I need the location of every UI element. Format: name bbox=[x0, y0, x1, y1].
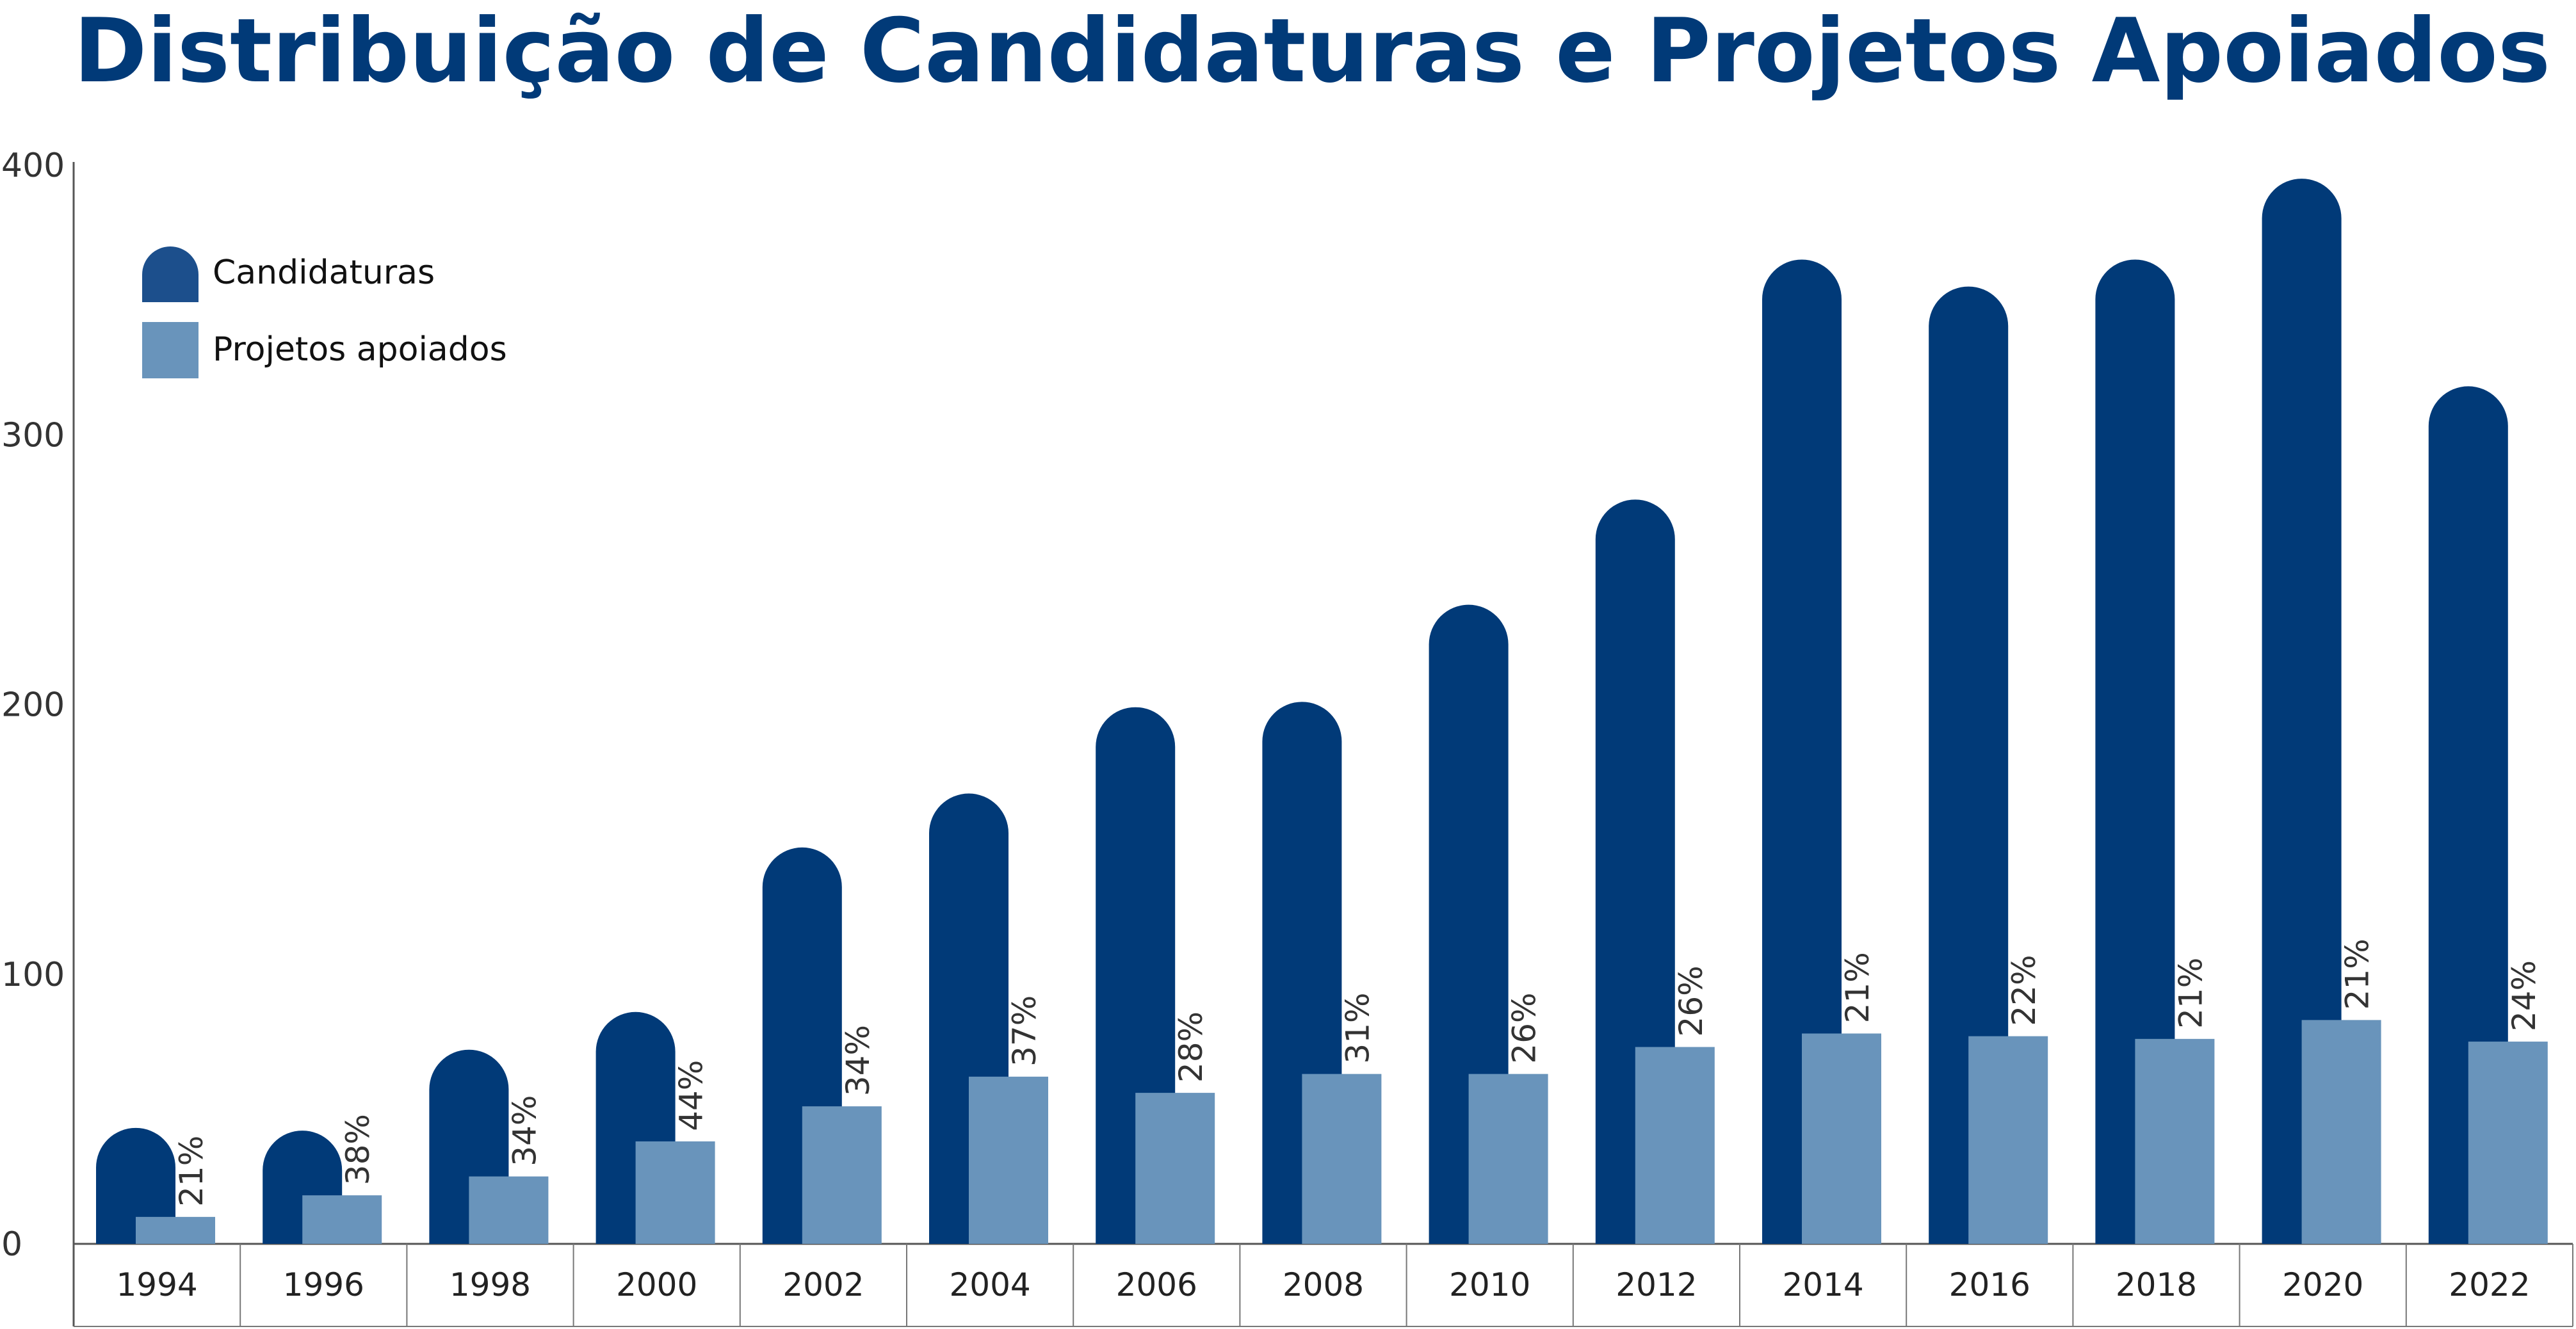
bar-candidaturas bbox=[2262, 179, 2342, 1244]
data-label-percentage: 21% bbox=[173, 1136, 210, 1207]
data-label-percentage: 21% bbox=[1839, 952, 1876, 1023]
legend-label-candidaturas: Candidaturas bbox=[213, 254, 435, 292]
data-label-percentage: 21% bbox=[2172, 958, 2209, 1029]
bar-projetos-apoiados bbox=[1135, 1093, 1215, 1244]
bar-projetos-apoiados bbox=[2135, 1038, 2215, 1244]
x-category-label: 2022 bbox=[2449, 1266, 2530, 1303]
x-category-label: 2010 bbox=[1449, 1266, 1530, 1303]
bar-candidaturas bbox=[96, 1127, 175, 1244]
data-label-percentage: 26% bbox=[1506, 992, 1543, 1063]
bar-projetos-apoiados bbox=[635, 1141, 715, 1244]
x-category-label: 2012 bbox=[1616, 1266, 1697, 1303]
bar-candidaturas bbox=[1929, 286, 2009, 1244]
x-category-label: 1998 bbox=[450, 1266, 531, 1303]
bar-projetos-apoiados bbox=[2301, 1020, 2381, 1244]
x-category-label: 2020 bbox=[2282, 1266, 2363, 1303]
bar-projetos-apoiados bbox=[2468, 1042, 2548, 1244]
y-tick-label: 100 bbox=[1, 956, 65, 994]
x-category-label: 2016 bbox=[1949, 1266, 2030, 1303]
bar-projetos-apoiados bbox=[469, 1176, 549, 1244]
x-category-label: 2018 bbox=[2116, 1266, 2197, 1303]
x-category-label: 2008 bbox=[1283, 1266, 1364, 1303]
y-tick-label: 400 bbox=[1, 147, 65, 185]
data-label-percentage: 21% bbox=[2339, 938, 2376, 1010]
y-tick-label: 0 bbox=[1, 1225, 22, 1264]
bar-projetos-apoiados bbox=[1968, 1036, 2048, 1244]
data-label-percentage: 37% bbox=[1006, 995, 1043, 1067]
legend-swatch-projetos-apoiados bbox=[142, 322, 198, 378]
data-label-percentage: 28% bbox=[1172, 1011, 1210, 1083]
x-category-label: 2014 bbox=[1782, 1266, 1863, 1303]
bar-candidaturas bbox=[1762, 259, 1842, 1244]
bar-candidaturas bbox=[2428, 386, 2508, 1244]
bar-projetos-apoiados bbox=[1302, 1074, 1382, 1244]
data-label-percentage: 38% bbox=[339, 1114, 377, 1185]
data-label-percentage: 34% bbox=[506, 1095, 543, 1166]
x-category-label: 1994 bbox=[116, 1266, 197, 1303]
x-category-label: 1996 bbox=[283, 1266, 364, 1303]
data-label-percentage: 34% bbox=[839, 1025, 877, 1096]
x-category-label: 2004 bbox=[949, 1266, 1030, 1303]
x-category-label: 2000 bbox=[616, 1266, 697, 1303]
data-label-percentage: 24% bbox=[2506, 960, 2543, 1031]
data-label-percentage: 44% bbox=[673, 1060, 710, 1131]
data-label-percentage: 31% bbox=[1339, 992, 1376, 1063]
bar-projetos-apoiados bbox=[1468, 1074, 1548, 1244]
x-category-label: 2006 bbox=[1116, 1266, 1197, 1303]
bar-projetos-apoiados bbox=[1802, 1033, 1881, 1244]
x-category-label: 2002 bbox=[782, 1266, 864, 1303]
legend-swatch-candidaturas bbox=[142, 246, 198, 302]
bar-projetos-apoiados bbox=[1635, 1047, 1715, 1244]
bar-projetos-apoiados bbox=[802, 1106, 882, 1244]
y-tick-label: 200 bbox=[1, 686, 65, 725]
bar-projetos-apoiados bbox=[136, 1216, 215, 1244]
chart-title: Distribuição de Candidaturas e Projetos … bbox=[74, 0, 2551, 102]
legend-label-projetos-apoiados: Projetos apoiados bbox=[213, 330, 507, 369]
bar-candidaturas bbox=[2095, 259, 2175, 1244]
bar-projetos-apoiados bbox=[302, 1195, 382, 1244]
data-label-percentage: 26% bbox=[1673, 965, 1710, 1036]
data-label-percentage: 22% bbox=[2005, 954, 2043, 1026]
y-tick-label: 300 bbox=[1, 416, 65, 455]
bar-projetos-apoiados bbox=[969, 1076, 1048, 1244]
